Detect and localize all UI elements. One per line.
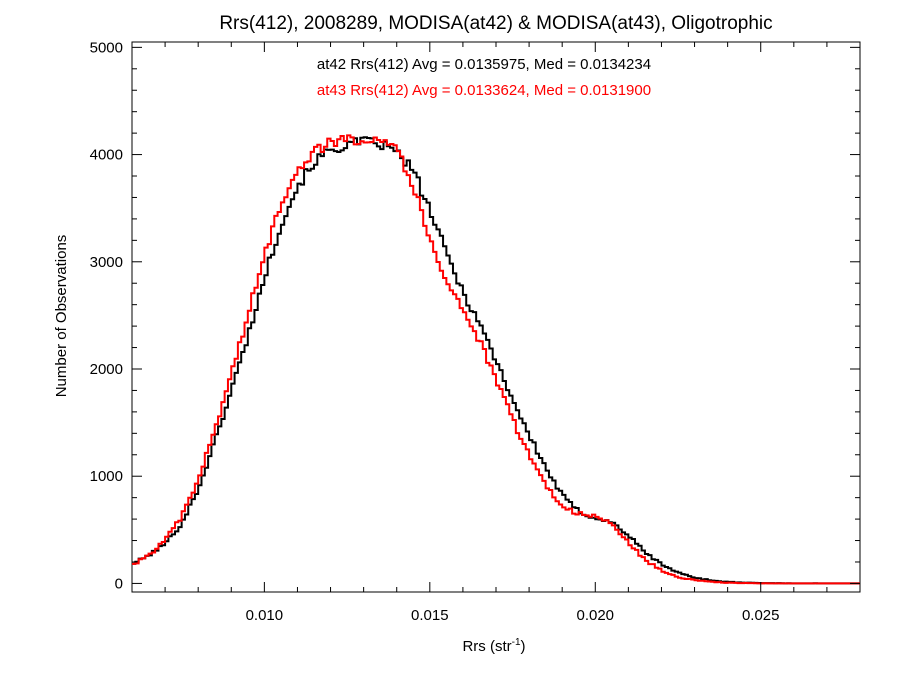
x-tick-label: 0.025 bbox=[742, 607, 780, 624]
y-tick-label: 1000 bbox=[90, 468, 123, 485]
y-tick-label: 5000 bbox=[90, 39, 123, 56]
x-tick-label: 0.010 bbox=[246, 607, 284, 624]
chart-title: Rrs(412), 2008289, MODISA(at42) & MODISA… bbox=[219, 13, 772, 34]
y-tick-label: 0 bbox=[115, 575, 123, 592]
x-axis-label: Rrs (str-1) bbox=[462, 637, 525, 655]
x-axis-label-tail: ) bbox=[521, 638, 526, 655]
y-tick-label: 4000 bbox=[90, 147, 123, 164]
x-axis-label-sup: -1 bbox=[512, 637, 521, 648]
series-at43-line bbox=[132, 134, 860, 585]
y-tick-label: 2000 bbox=[90, 361, 123, 378]
y-tick-label: 3000 bbox=[90, 254, 123, 271]
annotation-at42: at42 Rrs(412) Avg = 0.0135975, Med = 0.0… bbox=[317, 56, 651, 73]
y-axis-label: Number of Observations bbox=[53, 235, 70, 398]
series-at42-line bbox=[132, 136, 860, 585]
x-axis-label-base: Rrs (str bbox=[462, 638, 511, 655]
annotation-at43: at43 Rrs(412) Avg = 0.0133624, Med = 0.0… bbox=[317, 82, 651, 99]
series-layer bbox=[132, 134, 860, 585]
x-tick-label: 0.015 bbox=[411, 607, 449, 624]
x-tick-label: 0.020 bbox=[576, 607, 614, 624]
plot-frame bbox=[131, 41, 861, 593]
tick-layer: 0.010 0.015 0.020 0.025 0 1000 2000 3000 4000 500… bbox=[90, 39, 861, 624]
plot-area: 0.010 0.015 0.020 0.025 0 1000 2000 3000 4000 500… bbox=[90, 39, 861, 624]
